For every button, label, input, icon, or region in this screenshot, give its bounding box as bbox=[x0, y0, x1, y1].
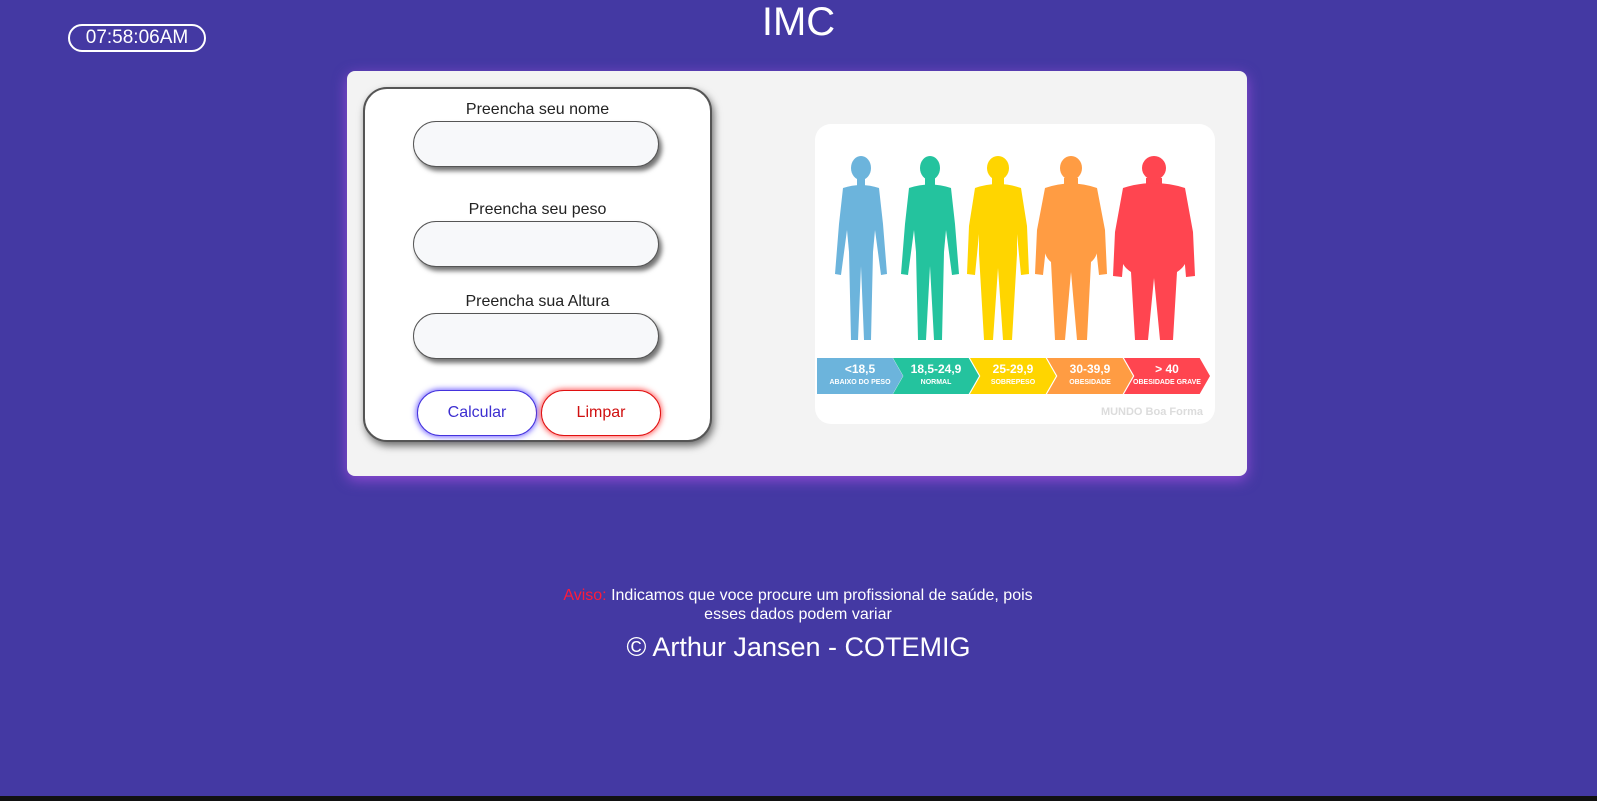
bmi-band-range: 18,5-24,9 bbox=[910, 362, 962, 376]
name-label: Preencha seu nome bbox=[465, 101, 610, 118]
bmi-band-label: NORMAL bbox=[920, 379, 952, 386]
bmi-band-normal: 18,5-24,9 NORMAL bbox=[893, 358, 979, 394]
weight-input[interactable] bbox=[413, 221, 659, 267]
warning-label: Aviso: bbox=[563, 587, 607, 604]
body-figure-overweight-icon bbox=[967, 156, 1029, 340]
bmi-band-severe-obese: > 40 OBESIDADE GRAVE bbox=[1124, 358, 1210, 394]
bottom-edge-bar bbox=[0, 796, 1597, 801]
bmi-band-range: 30-39,9 bbox=[1069, 362, 1111, 376]
copyright-text: © Arthur Jansen - COTEMIG bbox=[626, 632, 971, 662]
calculate-button[interactable]: Calcular bbox=[417, 390, 537, 436]
weight-label: Preencha seu peso bbox=[468, 201, 607, 218]
bmi-band-obese: 30-39,9 OBESIDADE bbox=[1047, 358, 1133, 394]
body-figure-severe-obese-icon bbox=[1113, 156, 1195, 340]
height-input[interactable] bbox=[413, 313, 659, 359]
warning-text: Indicamos que voce procure um profission… bbox=[611, 587, 1033, 623]
clock-display: 07:58:06AM bbox=[68, 24, 206, 52]
bmi-band-label: OBESIDADE GRAVE bbox=[1133, 379, 1201, 386]
bmi-form: Preencha seu nome Preencha seu peso Pree… bbox=[363, 87, 712, 442]
bmi-band-label: OBESIDADE bbox=[1069, 379, 1111, 386]
bmi-band-label: ABAIXO DO PESO bbox=[829, 379, 891, 386]
bmi-band-range: <18,5 bbox=[844, 362, 876, 376]
image-watermark: MUNDO Boa Forma bbox=[1100, 406, 1203, 418]
name-input[interactable] bbox=[413, 121, 659, 167]
health-warning: Aviso: Indicamos que voce procure um pro… bbox=[548, 586, 1048, 624]
bmi-band-overweight: 25-29,9 SOBREPESO bbox=[970, 358, 1056, 394]
body-figure-underweight-icon bbox=[835, 156, 887, 340]
bmi-band-label: SOBREPESO bbox=[990, 379, 1036, 386]
body-figure-obese-icon bbox=[1035, 156, 1107, 340]
body-figure-normal-icon bbox=[901, 156, 959, 340]
main-card: Preencha seu nome Preencha seu peso Pree… bbox=[347, 71, 1247, 476]
bmi-categories-image: <18,5 ABAIXO DO PESO 18,5-24,9 NORMAL 25… bbox=[815, 124, 1215, 424]
clear-button[interactable]: Limpar bbox=[541, 390, 661, 436]
bmi-band-range: > 40 bbox=[1155, 362, 1179, 376]
bmi-band-underweight: <18,5 ABAIXO DO PESO bbox=[817, 358, 903, 394]
height-label: Preencha sua Altura bbox=[465, 293, 610, 310]
page-title: IMC bbox=[761, 0, 836, 44]
bmi-band-range: 25-29,9 bbox=[992, 362, 1034, 376]
